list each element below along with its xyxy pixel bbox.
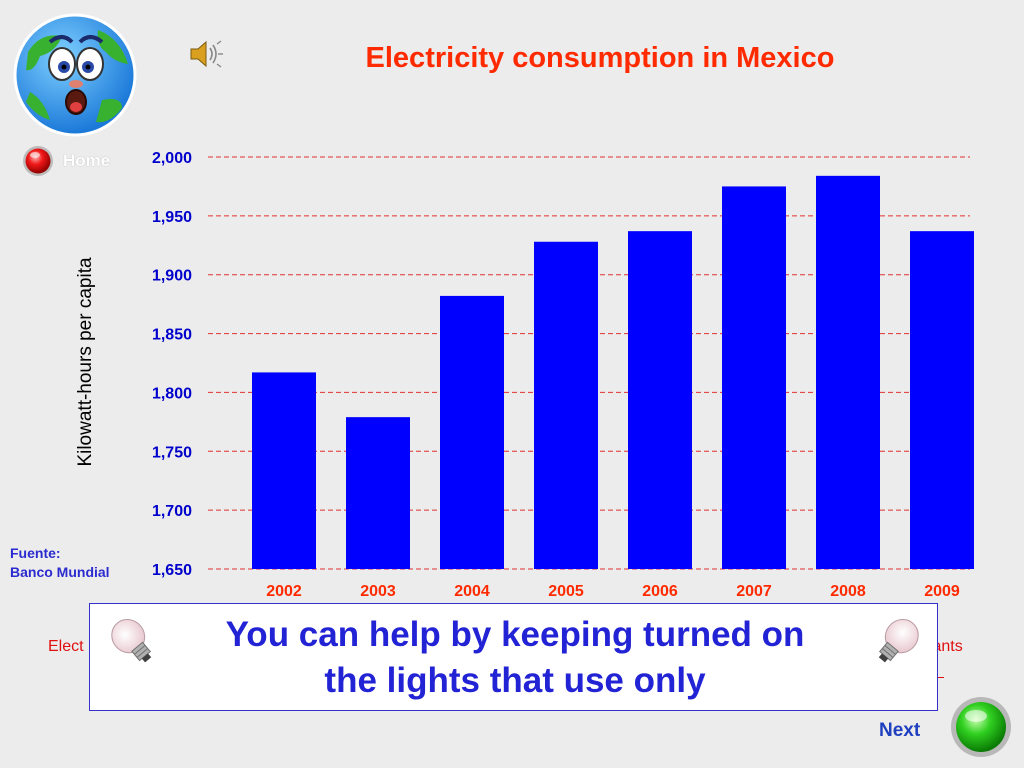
y-tick-label: 1,800 — [152, 385, 192, 402]
red-button-icon — [23, 146, 53, 176]
next-button-label[interactable]: Next — [879, 720, 921, 741]
bar-2004 — [440, 295, 504, 569]
x-tick-label: 2003 — [360, 583, 396, 600]
light-bulb-icon — [878, 619, 919, 663]
home-label: Home — [63, 151, 111, 170]
x-tick-label: 2009 — [924, 583, 960, 600]
page-title: Electricity consumption in Mexico — [365, 42, 835, 74]
message-line-2: the lights that use only — [324, 661, 706, 700]
y-tick-label: 2,000 — [152, 150, 192, 167]
bar-2008 — [816, 175, 880, 569]
bar-2009 — [910, 231, 974, 569]
speaker-icon[interactable] — [188, 38, 224, 70]
bar-chart: 1,650 1,700 1,750 1,800 1,850 1,900 1,950 2,000… — [152, 150, 974, 600]
y-tick-label: 1,900 — [152, 268, 192, 285]
x-tick-label: 2007 — [736, 583, 772, 600]
y-tick-label: 1,850 — [152, 327, 192, 344]
x-tick-labels: 2002 2003 2004 2005 2006 2007 2008 2009 — [266, 583, 960, 600]
y-tick-label: 1,700 — [152, 503, 192, 520]
message-box — [89, 603, 938, 711]
bar-2005 — [534, 241, 598, 570]
bar-2006 — [628, 231, 692, 569]
bar-2007 — [722, 186, 786, 569]
y-tick-label: 1,950 — [152, 209, 192, 226]
bar-2003 — [346, 417, 410, 569]
message-line-1: You can help by keeping turned on — [225, 615, 805, 654]
home-button[interactable]: Home — [22, 145, 110, 177]
x-tick-label: 2002 — [266, 583, 302, 600]
source-note: Fuente: Banco Mundial — [10, 544, 110, 582]
partial-text-left: Elect — [48, 638, 84, 655]
source-line-2: Banco Mundial — [10, 564, 110, 580]
earth-mascot-icon — [13, 13, 137, 137]
x-tick-label: 2006 — [642, 583, 678, 600]
y-tick-label: 1,750 — [152, 444, 192, 461]
green-button-icon[interactable] — [950, 696, 1012, 758]
bar-2002 — [252, 372, 316, 569]
y-tick-labels: 1,650 1,700 1,750 1,800 1,850 1,900 1,950 2,000 — [152, 150, 192, 579]
x-tick-label: 2004 — [454, 583, 490, 600]
x-tick-label: 2008 — [830, 583, 866, 600]
y-tick-label: 1,650 — [152, 562, 192, 579]
partial-underline — [936, 677, 944, 678]
source-line-1: Fuente: — [10, 545, 61, 561]
light-bulb-icon — [111, 619, 152, 663]
message-text: You can help by keeping turned on the li… — [170, 612, 860, 704]
x-tick-label: 2005 — [548, 583, 584, 600]
bars — [252, 175, 974, 570]
